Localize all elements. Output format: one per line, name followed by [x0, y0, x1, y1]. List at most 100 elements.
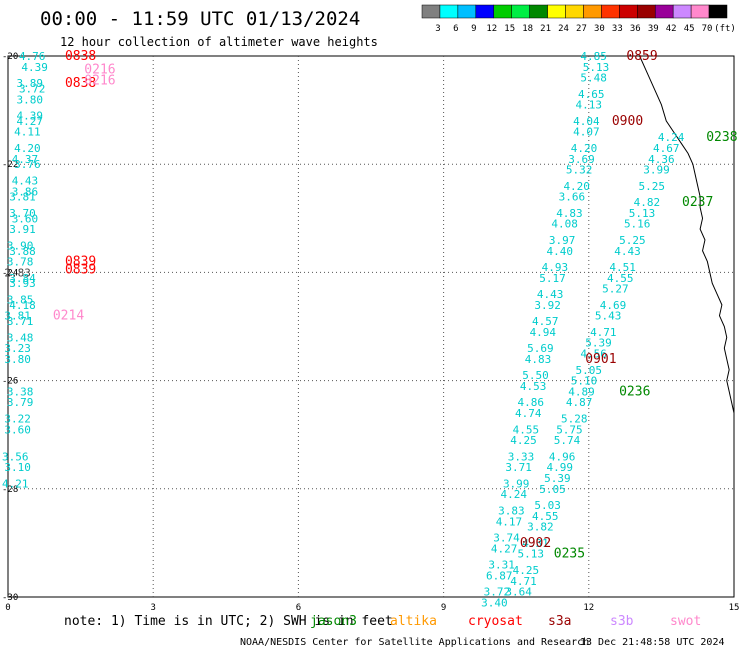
swh-value: 5.10	[571, 375, 598, 388]
colorbar-label: 39	[648, 24, 659, 34]
swh-value: 4.89	[568, 385, 595, 398]
legend-altika: altika	[390, 614, 437, 629]
colorbar-label: 9	[471, 24, 476, 34]
pass-time: 0839	[65, 255, 96, 270]
swh-value: 4.43	[12, 174, 39, 187]
y-tick-label: -24	[2, 268, 18, 278]
swh-value: 4.18	[9, 299, 36, 312]
swh-value: 5.75	[556, 423, 583, 436]
swh-value: 3.81	[9, 191, 36, 204]
swh-value: 4.57	[532, 315, 559, 328]
colorbar: 3 6 9 12 15 18 21 24 27 30 33 36 39 42 45 70 (ft)	[421, 4, 736, 34]
colorbar-swatch	[439, 4, 459, 19]
swh-value: 4.53	[520, 380, 547, 393]
swh-value: 5.17	[539, 272, 566, 285]
swh-value: 5.03	[534, 499, 561, 512]
swh-value: 3.81	[4, 310, 31, 323]
swh-value: 3.85	[7, 293, 34, 306]
swh-value: 3.71	[505, 461, 532, 474]
swh-value: 3.60	[12, 212, 39, 225]
swh-value: 3.33	[508, 450, 535, 463]
swh-value: 3.48	[7, 331, 34, 344]
swh-value: 4.21	[2, 477, 29, 490]
swh-value: 4.71	[510, 575, 537, 588]
swh-value: 5.13	[517, 548, 544, 561]
swh-value: 3.69	[568, 153, 595, 166]
colorbar-swatch	[708, 4, 728, 19]
swh-value: 3.93	[9, 277, 36, 290]
swh-value: 3.88	[9, 245, 36, 258]
swh-value: 4.08	[551, 218, 578, 231]
pass-time: 0235	[554, 547, 585, 562]
swh-value: 3.66	[559, 191, 586, 204]
swh-value: 3.74	[493, 531, 520, 544]
legend-s3a: s3a	[548, 614, 571, 629]
swh-value: 3.76	[14, 158, 41, 171]
swh-value: 4.96	[549, 450, 576, 463]
swh-value: 3.22	[4, 412, 31, 425]
colorbar-label: 12	[486, 24, 497, 34]
pass-time: 0838	[65, 76, 96, 91]
swh-value: 3.72	[19, 82, 46, 95]
swh-value: 3.82	[527, 521, 554, 534]
x-tick-label: 15	[729, 603, 740, 613]
colorbar-label: 15	[504, 24, 515, 34]
swh-value: 4.25	[513, 564, 540, 577]
swh-value: 4.39	[21, 61, 48, 74]
legend-swot: swot	[670, 614, 701, 629]
swh-value: 3.78	[7, 256, 34, 269]
swh-value: 4.82	[634, 196, 661, 209]
swh-value: 3.40	[481, 596, 508, 609]
swh-value: 4.24	[501, 488, 528, 501]
swh-value: 4.25	[510, 434, 537, 447]
pass-time: 0237	[682, 195, 713, 210]
swh-value: 5.43	[595, 310, 622, 323]
x-tick-label: 0	[5, 603, 10, 613]
x-tick-label: 6	[296, 603, 301, 613]
swh-value: 4.94	[530, 326, 557, 339]
swh-value: 4.37	[12, 153, 39, 166]
swh-value: 5.39	[544, 472, 571, 485]
swh-value: 4.40	[547, 245, 574, 258]
y-tick-label: -30	[2, 593, 18, 603]
colorbar-swatch	[654, 4, 674, 19]
swh-value: 4.27	[17, 115, 44, 128]
swh-value: 5.05	[539, 483, 566, 496]
plot-frame	[7, 55, 735, 598]
swh-value: 4.31	[522, 537, 549, 550]
swh-value: 3.80	[17, 93, 44, 106]
swh-value: 5.25	[638, 180, 665, 193]
swh-value: 4.69	[600, 299, 627, 312]
swh-value: 3.91	[9, 223, 36, 236]
swh-value: 4.55	[532, 510, 559, 523]
chart-subtitle: 12 hour collection of altimeter wave hei…	[60, 35, 378, 49]
colorbar-swatch	[601, 4, 620, 19]
swh-value: 3.83	[498, 504, 525, 517]
legend-s3b: s3b	[610, 614, 634, 629]
colorbar-label: 6	[453, 24, 458, 34]
colorbar-label: 30	[594, 24, 605, 34]
swh-value: 5.69	[527, 342, 554, 355]
swh-value: 3.80	[4, 353, 31, 366]
swh-value: 3.92	[534, 299, 561, 312]
swh-value: 4.67	[653, 142, 680, 155]
swh-value: 5.27	[602, 283, 629, 296]
swh-value: 3.90	[7, 239, 34, 252]
pass-time: 0214	[53, 309, 84, 324]
colorbar-swatch	[583, 4, 602, 19]
note-text: note: 1) Time is in UTC; 2) SWH is in fe…	[64, 614, 393, 629]
swh-value: 3.71	[7, 315, 34, 328]
swh-value: 4.24	[658, 131, 685, 144]
colorbar-swatch	[547, 4, 566, 19]
swh-value: 4.55	[607, 272, 634, 285]
colorbar-swatch	[421, 4, 441, 19]
pass-time: 0238	[706, 130, 737, 145]
footer-source: NOAA/NESDIS Center for Satellite Applica…	[240, 637, 589, 648]
swh-value: 2.83	[4, 266, 31, 279]
colorbar-label: 42	[666, 24, 677, 34]
swh-value: 4.55	[513, 423, 540, 436]
swh-value: 4.85	[580, 50, 607, 63]
swh-value: 3.31	[488, 559, 515, 572]
swh-value: 4.65	[578, 88, 605, 101]
